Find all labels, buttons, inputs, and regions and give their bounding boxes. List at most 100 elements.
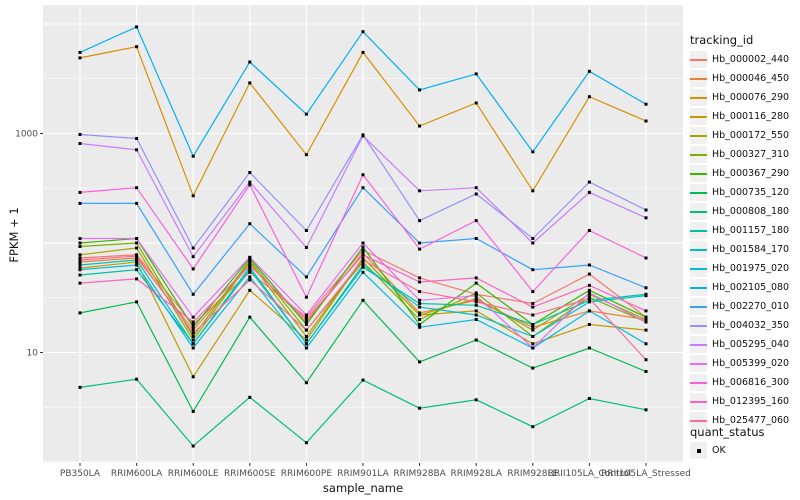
data-point bbox=[644, 328, 648, 332]
data-point bbox=[474, 318, 478, 321]
data-point bbox=[474, 398, 478, 402]
data-point bbox=[191, 320, 195, 324]
data-point bbox=[531, 189, 535, 193]
data-point bbox=[474, 237, 478, 240]
data-point bbox=[418, 124, 422, 128]
data-point bbox=[304, 275, 308, 279]
data-point bbox=[474, 186, 478, 190]
data-point bbox=[304, 323, 308, 326]
data-point bbox=[418, 88, 422, 92]
legend-item: Hb_005399_020 bbox=[690, 354, 789, 373]
data-point bbox=[587, 297, 591, 301]
data-point bbox=[644, 119, 648, 123]
data-point bbox=[474, 72, 478, 76]
data-point bbox=[78, 260, 82, 264]
legend-key bbox=[690, 184, 707, 201]
data-point bbox=[135, 148, 139, 152]
legend-item-label: Hb_000327_310 bbox=[712, 149, 790, 160]
data-point bbox=[361, 134, 365, 138]
legend-key bbox=[690, 279, 707, 296]
data-point bbox=[531, 313, 535, 317]
series-color-swatch-icon bbox=[690, 135, 707, 137]
data-point bbox=[474, 303, 478, 307]
data-point bbox=[78, 311, 82, 315]
data-point bbox=[78, 56, 82, 60]
legend-item-label: Hb_005399_020 bbox=[712, 358, 790, 369]
data-point bbox=[191, 331, 195, 335]
data-point bbox=[191, 375, 195, 379]
data-point bbox=[587, 283, 591, 287]
data-point bbox=[248, 222, 252, 226]
data-point bbox=[248, 180, 252, 184]
data-point bbox=[361, 248, 365, 252]
data-point bbox=[135, 186, 139, 190]
data-point bbox=[304, 441, 308, 445]
legend-item-label: Hb_000367_290 bbox=[712, 168, 790, 179]
data-point bbox=[531, 425, 535, 429]
data-point bbox=[531, 290, 535, 294]
data-point bbox=[587, 346, 591, 350]
data-point bbox=[248, 270, 252, 274]
x-tick-label: RRIM600PE bbox=[281, 469, 333, 479]
data-point bbox=[78, 273, 82, 277]
legend-key bbox=[690, 412, 707, 429]
legend-item: Hb_000046_450 bbox=[690, 69, 789, 88]
data-point bbox=[361, 265, 365, 269]
data-point bbox=[304, 346, 308, 350]
data-point bbox=[361, 251, 365, 255]
data-point bbox=[418, 276, 422, 280]
legend-key bbox=[690, 355, 707, 372]
series-color-swatch-icon bbox=[690, 382, 707, 384]
data-point bbox=[78, 263, 82, 267]
legend-item-label: Hb_000735_120 bbox=[712, 187, 790, 198]
legend-key bbox=[690, 374, 707, 391]
data-point bbox=[587, 309, 591, 313]
data-point bbox=[248, 255, 252, 259]
legend-item: Hb_025477_060 bbox=[690, 411, 789, 430]
point-marker-icon bbox=[696, 448, 701, 453]
legend-item-label: Hb_000808_180 bbox=[712, 206, 790, 217]
x-tick-label: RRIM600LE bbox=[168, 469, 219, 479]
legend-item-label: Hb_012395_160 bbox=[712, 396, 790, 407]
data-point bbox=[361, 30, 365, 34]
data-point bbox=[248, 288, 252, 292]
legend-item: Hb_004032_350 bbox=[690, 316, 789, 335]
data-point bbox=[135, 300, 139, 304]
data-point bbox=[531, 150, 535, 154]
series-color-swatch-icon bbox=[690, 230, 707, 232]
legend-item-label: Hb_002270_010 bbox=[712, 301, 790, 312]
data-point bbox=[191, 255, 195, 259]
x-tick-label: RRIM901LA bbox=[337, 469, 389, 479]
data-point bbox=[304, 335, 308, 338]
legend-item: Hb_001584_170 bbox=[690, 240, 789, 259]
data-point bbox=[248, 264, 252, 268]
x-tick-label: RRIM600SE bbox=[224, 469, 276, 479]
data-point bbox=[361, 256, 365, 260]
data-point bbox=[531, 325, 535, 329]
data-point bbox=[78, 133, 82, 136]
data-point bbox=[418, 189, 422, 193]
data-point bbox=[135, 277, 139, 281]
data-point bbox=[135, 201, 139, 205]
series-color-swatch-icon bbox=[690, 401, 707, 403]
legend-item: Hb_000735_120 bbox=[690, 183, 789, 202]
data-point bbox=[135, 25, 139, 29]
data-point bbox=[587, 95, 591, 99]
legend-key bbox=[690, 146, 707, 163]
data-point bbox=[191, 444, 195, 448]
series-color-swatch-icon bbox=[690, 97, 707, 99]
data-point bbox=[78, 201, 82, 205]
legend-key bbox=[690, 260, 707, 277]
data-point bbox=[644, 286, 648, 290]
legend-item: Hb_000327_310 bbox=[690, 145, 789, 164]
legend-item-label: Hb_002105_080 bbox=[712, 282, 790, 293]
x-tick-label: RRIM928LE bbox=[507, 469, 558, 479]
data-point bbox=[531, 335, 535, 338]
legend-item: Hb_001157_180 bbox=[690, 221, 789, 240]
data-point bbox=[531, 305, 535, 309]
legend-item: Hb_002270_010 bbox=[690, 297, 789, 316]
data-point bbox=[531, 302, 535, 305]
data-point bbox=[248, 183, 252, 187]
data-point bbox=[361, 241, 365, 245]
